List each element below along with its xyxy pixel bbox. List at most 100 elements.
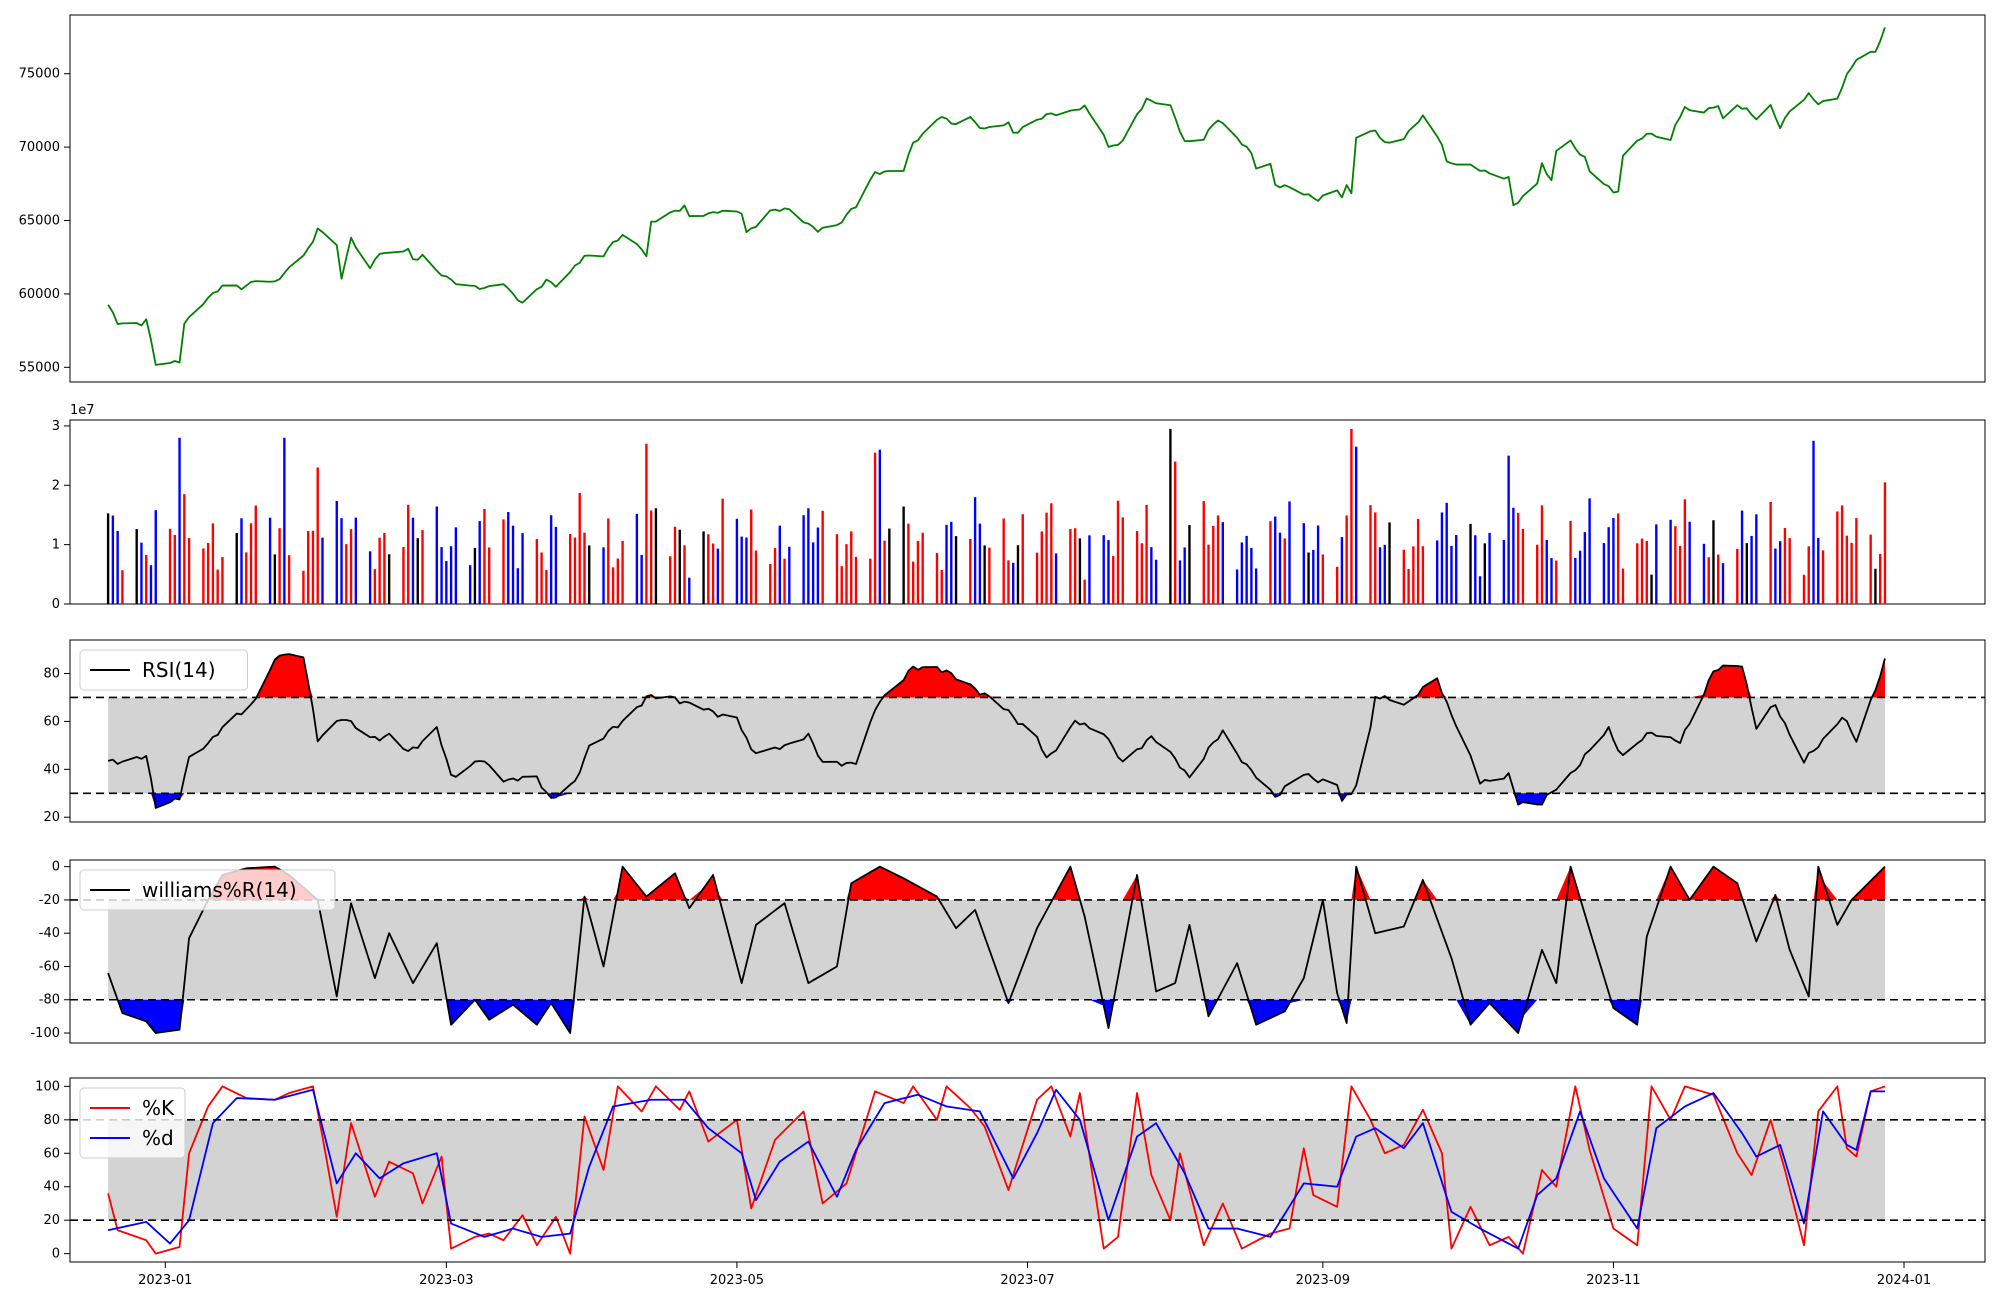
volume-bar — [783, 558, 786, 604]
volume-bar — [187, 538, 191, 604]
volume-bar — [621, 540, 624, 604]
rsi-panel-frame — [69, 639, 1986, 823]
volume-bar — [1769, 501, 1772, 604]
volume-bar — [516, 568, 519, 604]
volume-bar — [602, 547, 605, 604]
volume-bar — [511, 525, 515, 604]
volume-bar — [1054, 553, 1058, 604]
williams-panel-neutral-band — [108, 899, 1885, 1000]
volume-bar — [202, 548, 205, 604]
volume-bar — [1869, 534, 1872, 604]
volume-bar — [673, 526, 677, 604]
volume-bar — [240, 518, 243, 604]
rsi-panel-neutral-band — [108, 697, 1885, 794]
volume-bar — [154, 510, 157, 604]
price-panel-y-tick-label: 55000 — [19, 360, 60, 375]
volume-bar — [840, 566, 843, 604]
volume-bar — [535, 539, 539, 604]
volume-bar — [316, 467, 319, 604]
williams-panel-y-tick-label: -40 — [39, 926, 60, 941]
volume-bar — [754, 550, 758, 604]
volume-bar — [740, 536, 743, 604]
volume-bar — [383, 532, 386, 604]
volume-bar — [607, 518, 610, 604]
williams-panel-y-tick-label: 0 — [52, 860, 60, 875]
volume-bar — [1788, 538, 1791, 604]
volume-bar — [321, 537, 324, 604]
volume-bar — [549, 515, 553, 604]
stochastic-panel-legend-box — [79, 1087, 186, 1159]
volume-bar — [945, 524, 948, 604]
volume-bar — [1612, 518, 1615, 604]
volume-bar — [1102, 535, 1105, 604]
volume-bar — [421, 530, 424, 604]
volume-bar — [1321, 554, 1325, 604]
volume-bar — [349, 529, 353, 604]
volume-bar — [245, 552, 248, 604]
volume-bar — [1536, 544, 1539, 604]
volume-bar — [735, 518, 739, 604]
volume-bar — [1316, 525, 1320, 604]
volume-bar — [716, 548, 720, 604]
volume-bar — [468, 565, 472, 604]
x-axis-tick-label: 2023-01 — [138, 1273, 192, 1288]
volume-bar — [521, 533, 524, 604]
price-panel-frame — [69, 14, 1986, 383]
volume-bar — [1421, 546, 1425, 604]
volume-bar — [302, 570, 305, 604]
volume-bar — [1607, 527, 1610, 604]
williams-panel-overbought-fill — [108, 866, 1885, 900]
volume-bar — [750, 509, 753, 604]
volume-bar — [773, 548, 777, 604]
volume-bar — [368, 551, 372, 604]
x-axis-tick-label: 2023-05 — [710, 1273, 764, 1288]
stochastic-panel-y-tick-label: 80 — [43, 1113, 60, 1128]
stochastic-panel-y-tick-label: 60 — [43, 1146, 60, 1161]
volume-bar — [1340, 537, 1344, 604]
volume-bar — [1721, 563, 1725, 604]
volume-bar — [1345, 515, 1348, 604]
volume-bar — [669, 556, 672, 604]
volume-bar — [916, 540, 920, 604]
volume-bar — [1016, 545, 1020, 604]
stochastic-panel-y-tick-label: 20 — [43, 1213, 60, 1228]
volume-bar — [1274, 516, 1277, 604]
volume-bar — [850, 531, 853, 604]
volume-bar — [1369, 505, 1372, 604]
volume-bar — [745, 537, 748, 604]
rsi-panel-legend-label: RSI(14) — [142, 658, 216, 682]
volume-bar — [1455, 534, 1458, 604]
volume-bar — [835, 534, 839, 604]
volume-bar — [1840, 505, 1844, 604]
volume-bar — [1107, 540, 1110, 604]
volume-bar — [1678, 545, 1682, 604]
volume-bar — [869, 558, 872, 604]
rsi-panel-y-tick-label: 80 — [43, 667, 60, 682]
volume-bar — [135, 529, 138, 604]
williams-panel-legend-label: williams%R(14) — [142, 878, 297, 902]
volume-bar — [1202, 501, 1205, 604]
volume-bar — [802, 515, 805, 604]
volume-bar — [578, 492, 581, 604]
volume-bar — [488, 547, 491, 604]
volume-bar — [1688, 521, 1691, 604]
volume-bar — [111, 515, 115, 604]
volume-bar — [588, 545, 591, 604]
volume-bar — [721, 498, 724, 604]
volume-bar — [1574, 557, 1577, 604]
volume-bar — [373, 569, 377, 604]
volume-bar — [407, 504, 410, 604]
volume-bar — [1750, 535, 1753, 604]
volume-bar — [1021, 514, 1024, 604]
x-axis-tick-label: 2024-01 — [1877, 1273, 1931, 1288]
williams-panel-legend: williams%R(14) — [79, 869, 336, 911]
volume-bar — [1836, 511, 1839, 604]
volume-bar — [1083, 579, 1086, 604]
volume-bars — [106, 428, 1887, 604]
volume-bar — [440, 547, 443, 604]
volume-bar — [616, 558, 620, 604]
volume-bar — [1521, 528, 1525, 604]
volume-bar — [1150, 547, 1153, 604]
volume-bar — [1140, 543, 1144, 604]
